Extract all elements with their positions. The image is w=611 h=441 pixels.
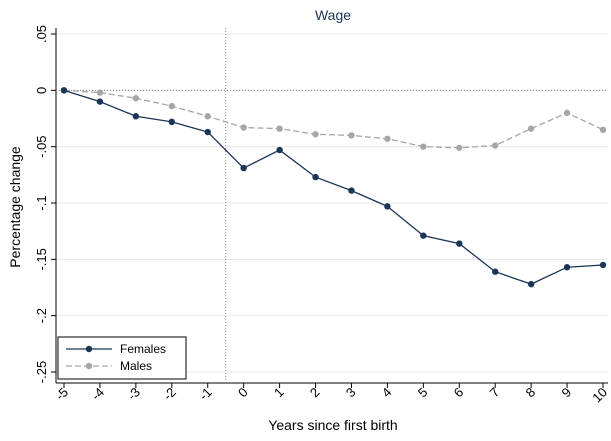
- females-point: [599, 261, 607, 269]
- females-point: [60, 87, 68, 94]
- x-tick-label: 7: [487, 385, 503, 401]
- legend-females-marker: [85, 345, 93, 353]
- males-point: [527, 125, 535, 132]
- males-point: [204, 113, 211, 120]
- males-point: [132, 95, 140, 102]
- chart-title: Wage: [315, 7, 351, 23]
- x-tick-label: 2: [307, 385, 323, 401]
- reference-lines: [56, 28, 608, 383]
- males-point: [563, 109, 571, 117]
- x-tick-label: 5: [415, 385, 431, 401]
- females-point: [240, 164, 247, 172]
- legend-males-marker: [85, 362, 93, 370]
- females-point: [276, 146, 283, 154]
- x-tick-label: 3: [343, 385, 359, 401]
- grid-lines: [56, 33, 608, 373]
- x-axis-label: Years since first birth: [268, 417, 397, 433]
- x-tick-label: -4: [88, 385, 107, 404]
- females-point: [456, 240, 463, 247]
- x-tick-label: -5: [52, 385, 71, 404]
- x-tick-label: 8: [523, 385, 539, 401]
- males-point: [420, 143, 427, 150]
- legend: Females Males: [57, 336, 187, 380]
- legend-females-label: Females: [120, 342, 166, 356]
- y-tick-label: -.1: [34, 195, 49, 210]
- y-tick-label: .05: [34, 25, 49, 43]
- y-tick-label: -.25: [34, 361, 49, 383]
- x-tick-label: 4: [379, 385, 395, 401]
- x-tick-label: -1: [196, 385, 215, 404]
- males-point: [348, 132, 355, 139]
- x-tick-label: -2: [160, 385, 179, 404]
- females-point: [168, 118, 175, 126]
- x-tick-label: -3: [124, 385, 143, 404]
- males-series-line: [63, 89, 604, 149]
- females-point: [527, 280, 535, 288]
- females-point: [420, 232, 427, 239]
- legend-males-label: Males: [120, 359, 152, 373]
- legend-box: [57, 336, 187, 380]
- x-tick-label: 6: [451, 385, 467, 401]
- males-point: [312, 131, 319, 138]
- females-point: [204, 128, 211, 136]
- females-point: [384, 203, 391, 210]
- males-point: [240, 124, 247, 131]
- females-point: [96, 98, 104, 105]
- x-tick-label: 9: [558, 385, 574, 401]
- y-tick-label: -.2: [34, 308, 49, 323]
- males-point: [384, 135, 391, 142]
- y-tick-label: -.15: [34, 248, 49, 270]
- males-point: [456, 144, 463, 151]
- females-point: [348, 187, 355, 194]
- y-axis-label: Percentage change: [7, 146, 23, 268]
- females-point: [312, 173, 319, 181]
- x-tick-label: 0: [235, 385, 251, 401]
- x-tick-label: 10: [589, 385, 610, 406]
- x-tick-label: 1: [271, 385, 287, 401]
- females-series-line: [63, 89, 604, 285]
- males-point: [276, 125, 283, 132]
- males-point: [599, 126, 607, 133]
- y-tick-label: -.05: [34, 135, 49, 157]
- females-point: [563, 264, 571, 271]
- males-point: [492, 142, 499, 149]
- males-point: [96, 89, 104, 96]
- males-point: [168, 102, 175, 110]
- females-point: [492, 268, 499, 275]
- y-tick-label: 0: [34, 87, 49, 94]
- data-series: [60, 87, 607, 288]
- females-point: [132, 113, 140, 120]
